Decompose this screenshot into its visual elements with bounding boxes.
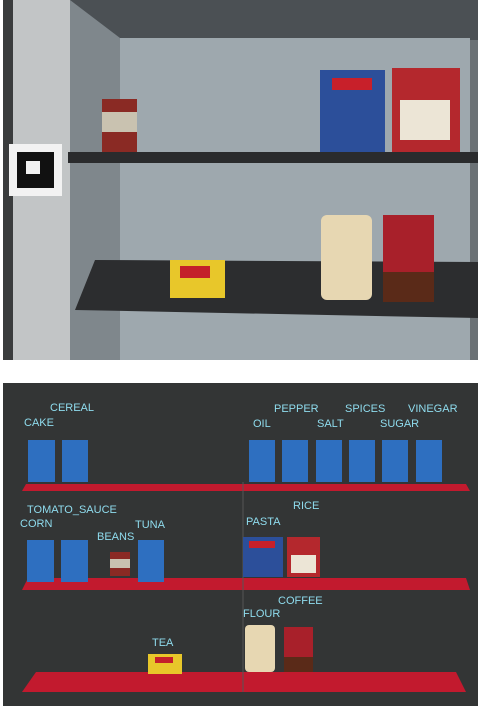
- flour-bag: [321, 215, 372, 300]
- ceiling: [70, 0, 478, 40]
- door-edge: [3, 0, 13, 360]
- object-box: [382, 440, 408, 482]
- object-label: TUNA: [135, 519, 166, 531]
- object-box: [27, 540, 54, 582]
- object-label: FLOUR: [243, 608, 280, 620]
- virtual-shelf: [22, 484, 470, 491]
- object-label: CAKE: [24, 417, 54, 429]
- object-label: SPICES: [345, 403, 385, 415]
- tea-logo: [155, 657, 173, 663]
- coffee-beans: [383, 272, 434, 302]
- object-label: BEANS: [97, 531, 134, 543]
- object-label: SUGAR: [380, 418, 419, 430]
- rice-window: [400, 100, 450, 140]
- beans-label: [110, 559, 130, 568]
- object-label: TEA: [152, 637, 174, 649]
- rice-window: [291, 555, 316, 573]
- flour-model: [245, 625, 275, 672]
- object-box: [28, 440, 55, 482]
- object-label: CORN: [20, 518, 52, 530]
- can-label: [102, 112, 137, 132]
- coffee-beans: [284, 657, 313, 672]
- tea-logo: [180, 266, 210, 278]
- object-label: SALT: [317, 418, 344, 430]
- marker-bit: [26, 161, 40, 174]
- object-label: PASTA: [246, 516, 281, 528]
- tea-box: [170, 260, 225, 298]
- object-box: [61, 540, 88, 582]
- object-box: [349, 440, 375, 482]
- virtual-shelf: [22, 672, 466, 692]
- object-box: [282, 440, 308, 482]
- object-label: COFFEE: [278, 595, 323, 607]
- object-label: OIL: [253, 418, 271, 430]
- object-label: RICE: [293, 500, 319, 512]
- object-label: TOMATO_SAUCE: [27, 504, 117, 516]
- photo: [3, 0, 478, 360]
- shelf-top: [68, 152, 478, 163]
- object-label: VINEGAR: [408, 403, 458, 415]
- object-box: [62, 440, 88, 482]
- pasta-logo: [249, 541, 275, 548]
- virtual-shelf: [22, 578, 470, 590]
- visualization: CAKE CEREAL PEPPER OIL SALT SPICES SUGAR…: [3, 383, 478, 706]
- object-box: [316, 440, 342, 482]
- pasta-logo: [332, 78, 372, 90]
- object-box: [138, 540, 164, 582]
- object-box: [416, 440, 442, 482]
- object-box: [249, 440, 275, 482]
- object-label: CEREAL: [50, 402, 94, 414]
- object-label: PEPPER: [274, 403, 319, 415]
